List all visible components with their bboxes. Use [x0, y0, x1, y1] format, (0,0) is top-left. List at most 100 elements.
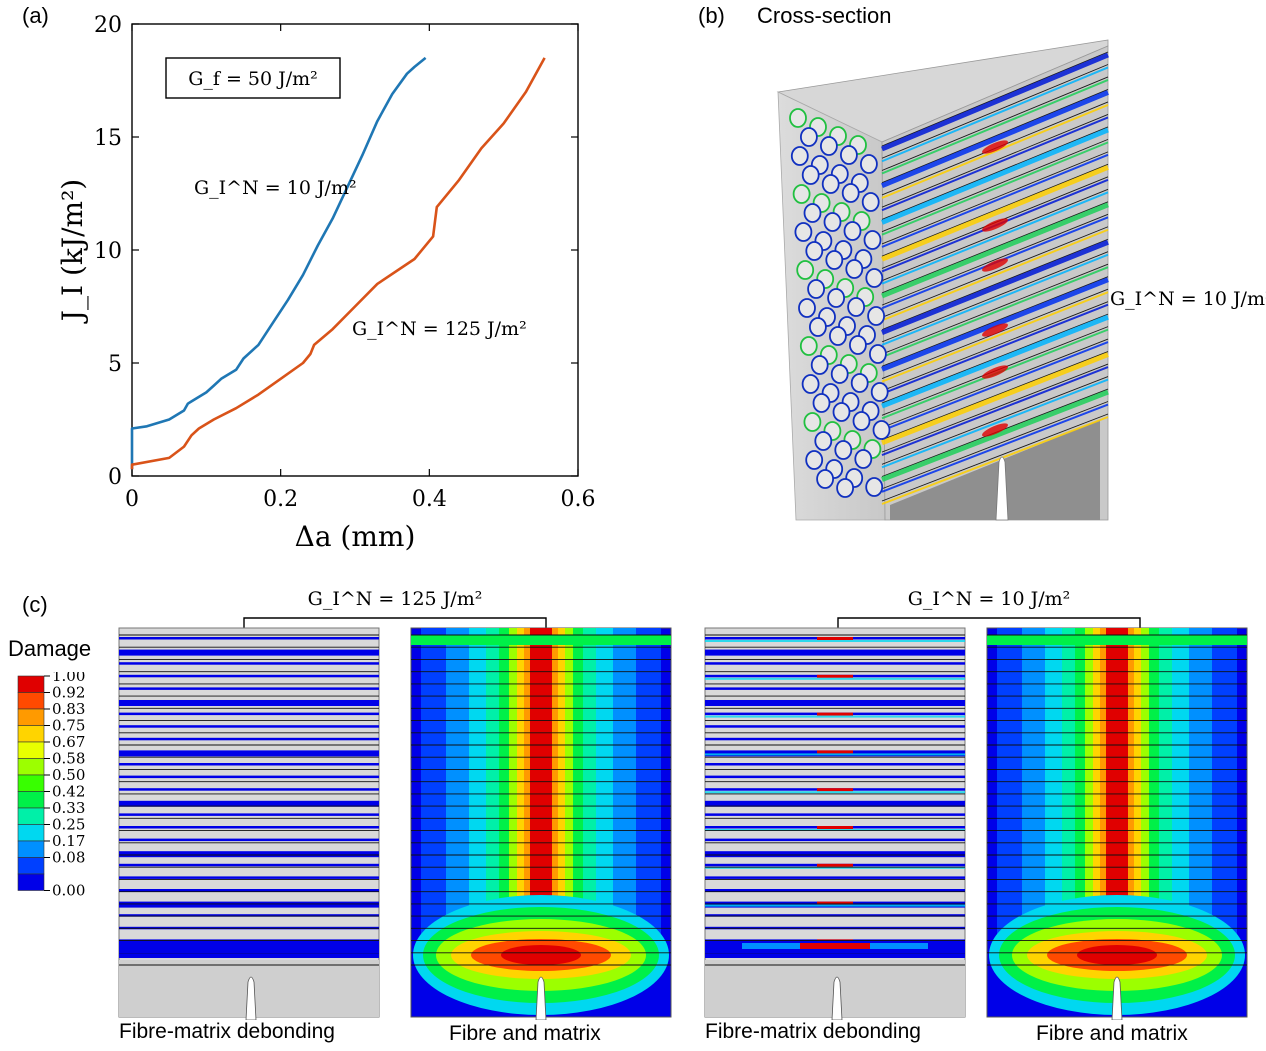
chart-a: 0 0.2 0.4 0.6 0 5 10 15 20 Δa (mm) J_I (kJ/m²) G_f… — [56, 13, 596, 553]
debond-band — [119, 737, 379, 741]
contour-panel-1 — [118, 627, 380, 1020]
block-hot-spot — [982, 323, 1008, 337]
panel-label-b: (b) — [698, 3, 725, 28]
debond-edge — [705, 791, 965, 794]
fibre — [798, 298, 816, 318]
block-damage-band — [881, 314, 1109, 409]
block-hot-spot — [982, 258, 1008, 272]
block-damage-band — [881, 366, 1109, 456]
block-damage-band — [881, 389, 1109, 482]
legend-swatch — [17, 824, 45, 842]
fibre — [845, 259, 864, 279]
y-axis-label: J_I (kJ/m²) — [56, 179, 89, 324]
fibre — [801, 374, 820, 394]
block-ply-line — [881, 138, 1109, 233]
debond-edge — [705, 715, 965, 718]
debond-band — [705, 800, 965, 807]
block-ply-line — [881, 351, 1109, 441]
debond-band — [705, 775, 965, 779]
caption-4: Fibre and matrix — [1036, 1022, 1188, 1045]
debond-hot — [817, 637, 853, 640]
block-3d — [776, 39, 1109, 521]
debond-band — [119, 876, 379, 879]
debond-band — [119, 813, 379, 816]
block-ply-line — [881, 113, 1109, 208]
block-ply-line — [881, 51, 1109, 147]
top-band — [987, 635, 1247, 645]
fibre — [834, 440, 853, 460]
fibre — [830, 364, 849, 384]
crack-notch — [1111, 976, 1123, 1020]
debond-hot — [817, 788, 853, 792]
legend-level: 0.92 — [52, 684, 85, 702]
debond-band — [119, 788, 379, 791]
block-ply-line — [881, 226, 1109, 318]
block-ply-line — [881, 213, 1109, 306]
block-ply-line — [881, 188, 1109, 282]
crack-notch — [245, 976, 257, 1020]
debond-hot — [817, 863, 853, 867]
block-damage-band — [881, 403, 1109, 493]
legend-level: 0.08 — [52, 849, 85, 867]
block-damage-band — [881, 239, 1109, 335]
debond-edge — [705, 753, 965, 756]
legend-swatch — [17, 675, 45, 693]
panel-background — [704, 627, 966, 1018]
fibre — [827, 288, 845, 308]
legend-level: 0.75 — [52, 717, 85, 735]
y-tick-label: 0 — [108, 465, 122, 490]
fibre — [820, 136, 838, 156]
fibre — [867, 306, 885, 326]
debond-band — [119, 763, 379, 766]
group-brackets — [243, 617, 1141, 632]
group-left-label: G_I^N = 125 J/m² — [307, 588, 483, 610]
caption-1: Fibre-matrix debonding — [119, 1020, 335, 1043]
legend-swatch — [17, 774, 45, 792]
block-damage-band — [881, 90, 1109, 189]
legend-swatch — [17, 791, 45, 809]
fibre — [836, 478, 854, 498]
block-ply-line — [881, 401, 1109, 490]
debond-band — [119, 826, 379, 829]
legend-box-text: G_f = 50 J/m² — [188, 68, 318, 90]
fibre — [794, 222, 813, 242]
fibre — [823, 212, 842, 232]
legend-box — [165, 57, 341, 99]
fibre — [789, 108, 807, 128]
block-ply-line — [881, 76, 1109, 171]
fibre — [814, 431, 833, 451]
debond-hot — [817, 901, 853, 905]
block-ply-line — [881, 238, 1109, 331]
legend-swatch — [17, 807, 45, 825]
bracket-left — [243, 617, 547, 632]
block-damage-band — [881, 303, 1109, 395]
block-hot-spot — [982, 218, 1008, 232]
caption-2: Fibre and matrix — [449, 1022, 601, 1045]
debond-band — [705, 737, 965, 741]
fibre — [865, 268, 884, 288]
legend-swatch — [17, 725, 45, 743]
debond-band — [705, 889, 965, 892]
legend-swatch — [17, 708, 45, 726]
debond-band — [119, 863, 379, 867]
block-damage-band — [881, 378, 1109, 469]
debond-band — [705, 813, 965, 816]
block-damage-band — [881, 127, 1109, 225]
fibre — [812, 393, 831, 413]
legend-swatch — [17, 840, 45, 858]
debond-band — [119, 649, 379, 656]
legend-level: 0.17 — [52, 832, 85, 850]
series-label-1: G_I^N = 10 J/m² — [194, 177, 357, 199]
debond-band — [705, 876, 965, 879]
legend-swatch — [17, 758, 45, 776]
legend-level: 0.00 — [52, 882, 85, 900]
debond-band — [119, 800, 379, 807]
top-band — [411, 635, 671, 645]
block-damage-band — [881, 266, 1109, 359]
block-damage-band — [881, 341, 1109, 432]
damage-legend: 1.000.920.830.750.670.580.500.420.330.25… — [17, 672, 85, 900]
fibre — [840, 145, 858, 165]
fibre — [870, 382, 889, 402]
legend-swatch — [17, 873, 45, 891]
debond-hot — [817, 712, 853, 716]
